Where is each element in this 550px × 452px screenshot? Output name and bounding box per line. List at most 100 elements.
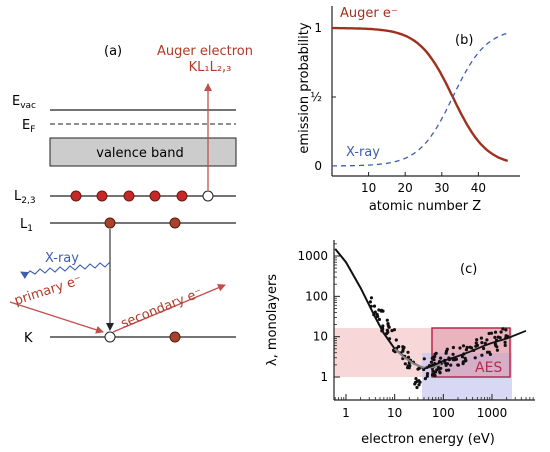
data-point [394, 338, 398, 342]
x-tick-label: 10 [387, 406, 402, 420]
x-tick-label: 100 [432, 406, 455, 420]
vacuum-level-label: Evac [12, 94, 36, 111]
y-tick-label: ½ [310, 90, 322, 104]
data-point [503, 343, 507, 347]
l23-electrons [70, 190, 214, 202]
data-point [432, 355, 436, 359]
data-point [499, 330, 503, 334]
data-point [449, 363, 453, 367]
l1-level-label: L1 [20, 217, 33, 234]
data-point [438, 370, 442, 374]
data-point [433, 374, 437, 378]
data-point [501, 327, 505, 331]
x-tick-label: 40 [471, 181, 486, 195]
data-point [401, 345, 405, 349]
data-point [482, 346, 486, 351]
panel-b-tag: (b) [455, 33, 473, 48]
xray-label: X-ray [45, 251, 79, 266]
x-tick-label: 1000 [477, 406, 508, 420]
data-point [445, 347, 449, 351]
y-tick-label: 1 [314, 21, 322, 35]
auger-transition-label: KL₁L₂,₃ [189, 60, 232, 75]
data-point [373, 310, 377, 314]
data-point [485, 350, 490, 354]
data-point [464, 358, 468, 363]
data-point [488, 352, 492, 356]
data-point [461, 360, 465, 364]
panel-c-ylabel: λ, monolayers [265, 274, 280, 366]
xray-curve [332, 32, 508, 167]
data-point [423, 377, 427, 381]
data-point [372, 304, 377, 308]
electron-dot [70, 190, 82, 202]
data-point [503, 340, 507, 344]
electron-dot [123, 190, 135, 202]
hole-dot [104, 331, 116, 343]
x-tick-label: 1 [342, 406, 350, 420]
data-point [487, 331, 491, 336]
data-point [458, 346, 462, 350]
data-point [407, 366, 411, 370]
data-point [444, 363, 448, 367]
data-point [415, 385, 419, 390]
aes-label: AES [475, 360, 502, 376]
data-point [422, 357, 426, 361]
data-point [439, 356, 443, 360]
electron-dot [169, 331, 181, 343]
data-point [480, 341, 484, 345]
panel-c-xlabel: electron energy (eV) [361, 432, 495, 447]
data-point [414, 377, 418, 381]
hole-dot [202, 190, 214, 202]
data-point [392, 328, 396, 332]
y-tick-label: 1 [320, 370, 328, 384]
data-point [406, 350, 410, 354]
data-point [473, 356, 477, 360]
data-point [368, 300, 372, 304]
data-point [403, 362, 407, 366]
xray-series-label: X-ray [346, 145, 380, 160]
data-point [443, 361, 447, 365]
data-point [385, 318, 389, 322]
data-point [445, 368, 449, 372]
data-point [461, 344, 466, 348]
data-point [465, 345, 469, 349]
data-point [375, 314, 380, 319]
panel-c: AES (c) λ, monolayers electron energy (e… [265, 240, 535, 447]
data-point [369, 296, 374, 300]
electron-dot [149, 190, 161, 202]
fit-line-high-energy [423, 329, 527, 370]
panel-a: (a) Auger electron KL₁L₂,₃ Evac EF valen… [9, 44, 253, 346]
auger-curve [332, 26, 509, 163]
data-point [456, 363, 460, 367]
data-point [401, 349, 405, 353]
y-tick-label: 0 [314, 159, 322, 173]
k-level-label: K [24, 331, 33, 346]
x-tick-label: 20 [398, 181, 413, 195]
x-tick-label: 10 [361, 181, 376, 195]
data-point [474, 344, 478, 348]
panel-b-xlabel: atomic number Z [369, 199, 481, 214]
data-point [469, 346, 474, 350]
data-point [495, 348, 499, 352]
data-point [451, 352, 455, 356]
data-point [475, 338, 479, 342]
valence-band-label: valence band [96, 146, 184, 161]
data-point [454, 357, 458, 361]
data-point [493, 330, 498, 334]
xray-wave [20, 261, 111, 280]
data-point [489, 331, 494, 335]
y-tick-label: 1000 [297, 249, 328, 263]
data-point [381, 324, 385, 328]
data-point [397, 345, 401, 349]
data-point [494, 343, 498, 348]
data-point [460, 355, 464, 359]
y-tick-label: 100 [305, 289, 328, 303]
data-point [429, 360, 433, 364]
data-point [415, 379, 419, 383]
data-point [406, 355, 411, 359]
data-point [390, 329, 394, 333]
data-point [474, 341, 478, 345]
data-point [425, 372, 430, 376]
